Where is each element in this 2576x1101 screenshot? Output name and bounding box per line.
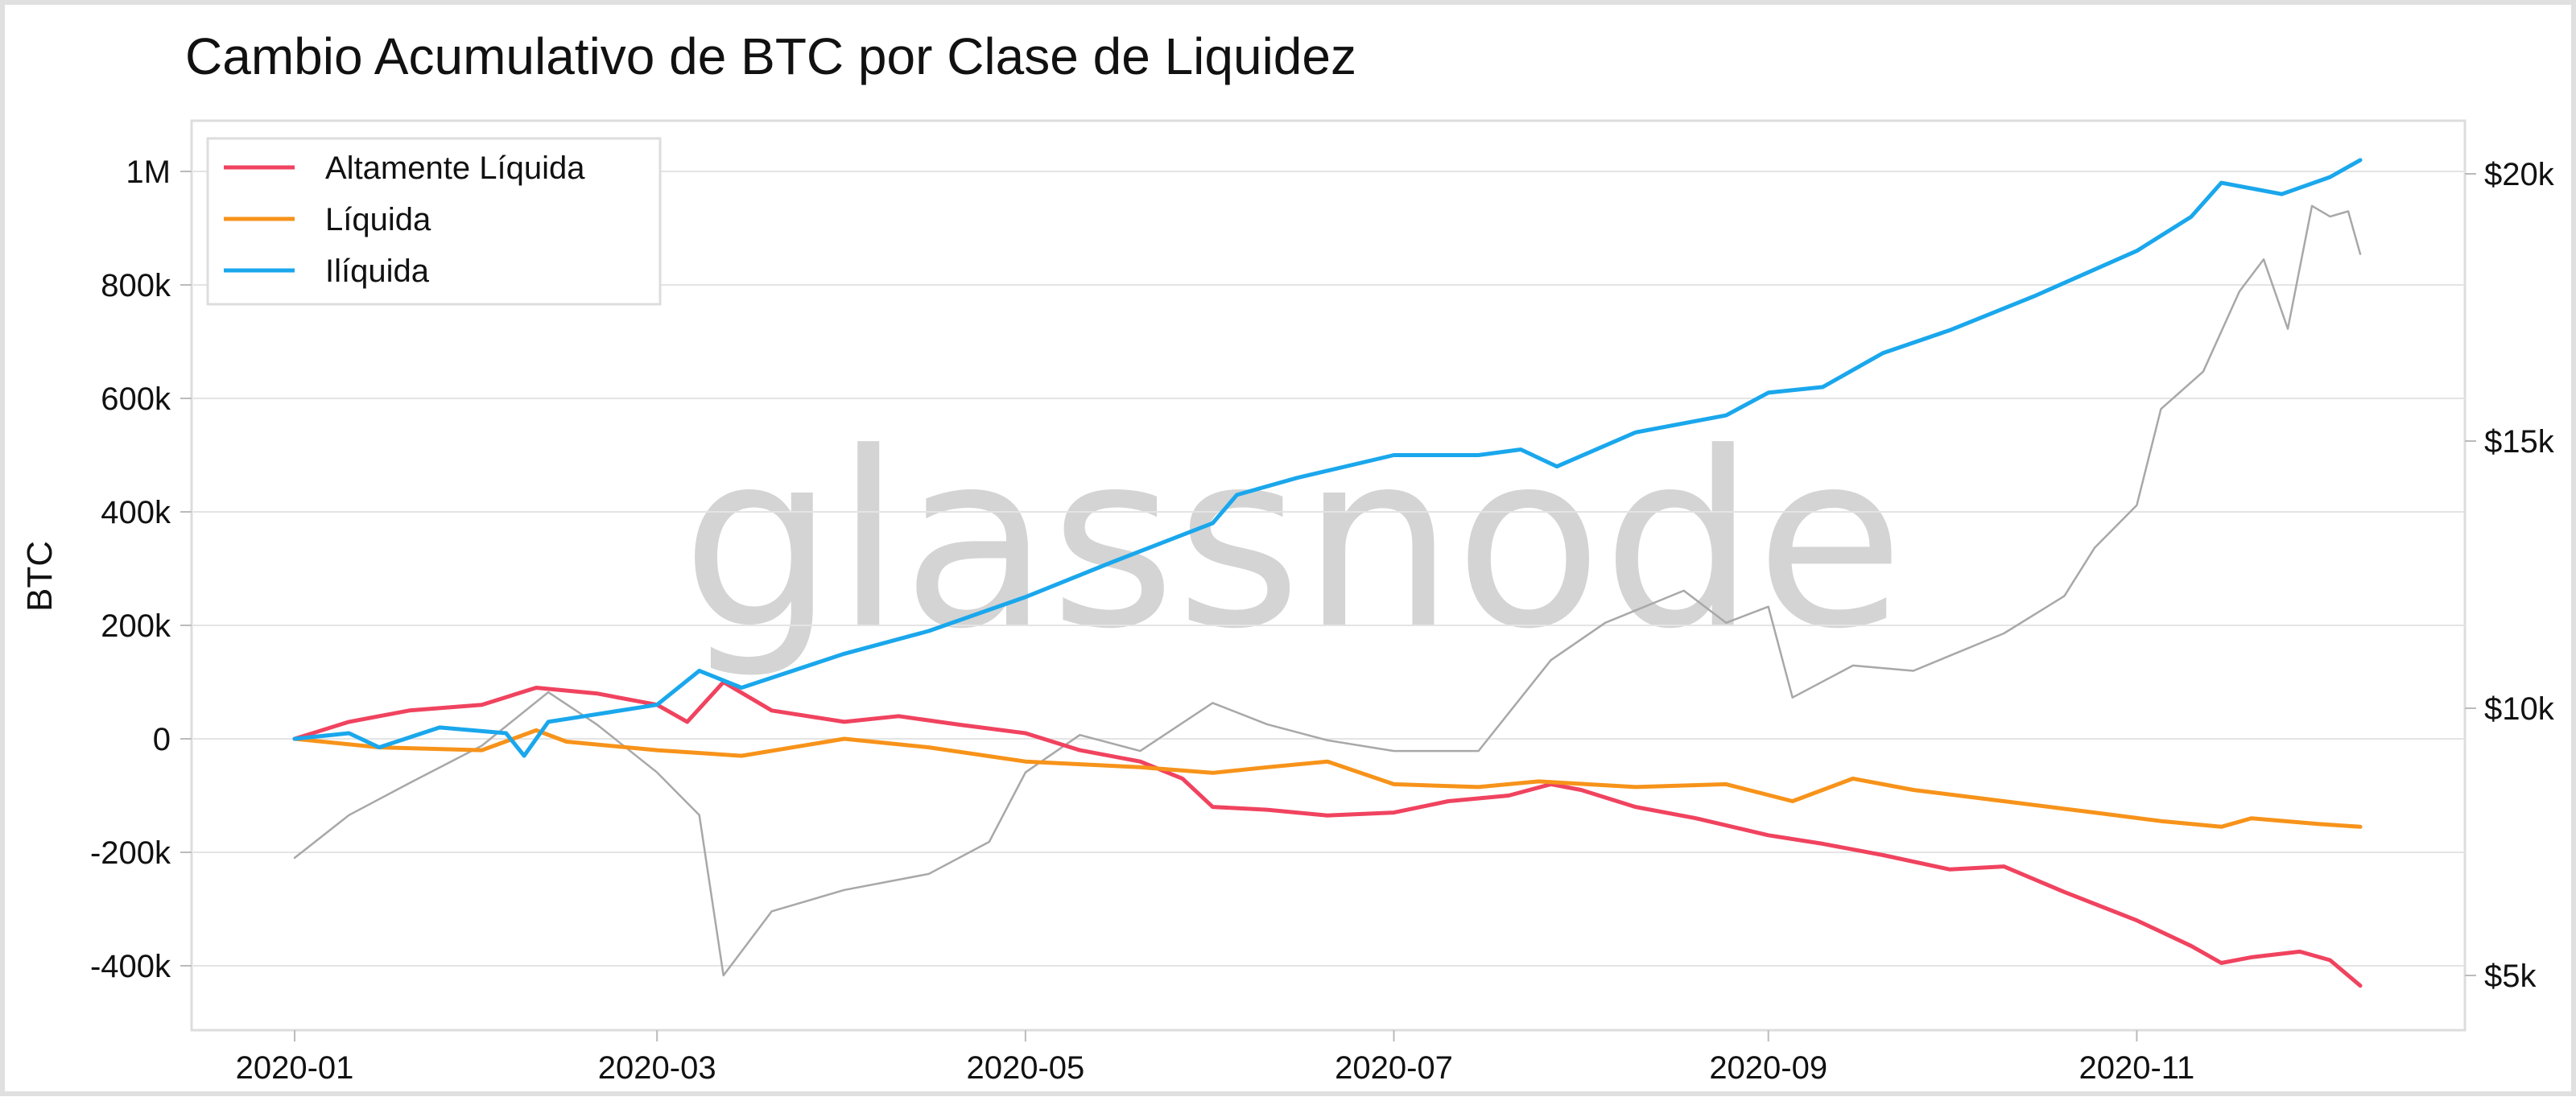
legend-label: Ilíquida [325, 254, 430, 289]
y-axis-left: 1M 800k 600k 400k 200k 0 -200k -400k [90, 155, 192, 984]
series-layer [292, 158, 2363, 988]
y-axis-right: $20k $15k $10k $5k [2465, 157, 2555, 994]
y-tick-label: 200k [101, 608, 171, 644]
watermark: glassnode [682, 401, 1905, 682]
legend: Altamente Líquida Líquida Ilíquida [206, 137, 662, 306]
y-right-tick-label: $5k [2484, 959, 2537, 994]
x-tick-label: 2020-05 [966, 1050, 1084, 1086]
x-tick-label: 2020-11 [2079, 1050, 2194, 1086]
plot-area: 2020-01 2020-03 2020-05 2020-07 2020-09 2020-… [90, 119, 2555, 1086]
y-tick-label: -400k [90, 949, 171, 984]
x-axis: 2020-01 2020-03 2020-05 2020-07 2020-09 2020-… [236, 1030, 2194, 1086]
y-right-tick-label: $10k [2484, 691, 2555, 727]
x-tick-label: 2020-01 [236, 1050, 354, 1086]
legend-label: Altamente Líquida [325, 151, 585, 186]
y-right-tick-label: $20k [2484, 157, 2555, 192]
legend-label: Líquida [325, 202, 431, 237]
y-tick-label: 600k [101, 381, 171, 417]
y-tick-label: 0 [153, 722, 171, 757]
series-line-iliquida [292, 158, 2363, 758]
x-tick-label: 2020-07 [1335, 1050, 1453, 1086]
x-tick-label: 2020-09 [1709, 1050, 1827, 1086]
y-right-tick-label: $15k [2484, 424, 2555, 460]
chart-title: Cambio Acumulativo de BTC por Clase de L… [185, 27, 1356, 85]
grid-lines [192, 171, 2465, 967]
y-tick-label: 1M [126, 155, 171, 190]
x-tick-label: 2020-03 [598, 1050, 716, 1086]
y-tick-label: 800k [101, 268, 171, 303]
y-tick-label: 400k [101, 495, 171, 530]
series-line-altamente-liquida [292, 680, 2363, 988]
series-line-liquida [292, 728, 2363, 829]
y-tick-label: -200k [90, 835, 171, 871]
plot-frame [190, 119, 2467, 1032]
y-axis-label: BTC [20, 541, 60, 612]
series-line-price [293, 204, 2362, 977]
chart-canvas: Cambio Acumulativo de BTC por Clase de L… [20, 27, 2555, 1086]
